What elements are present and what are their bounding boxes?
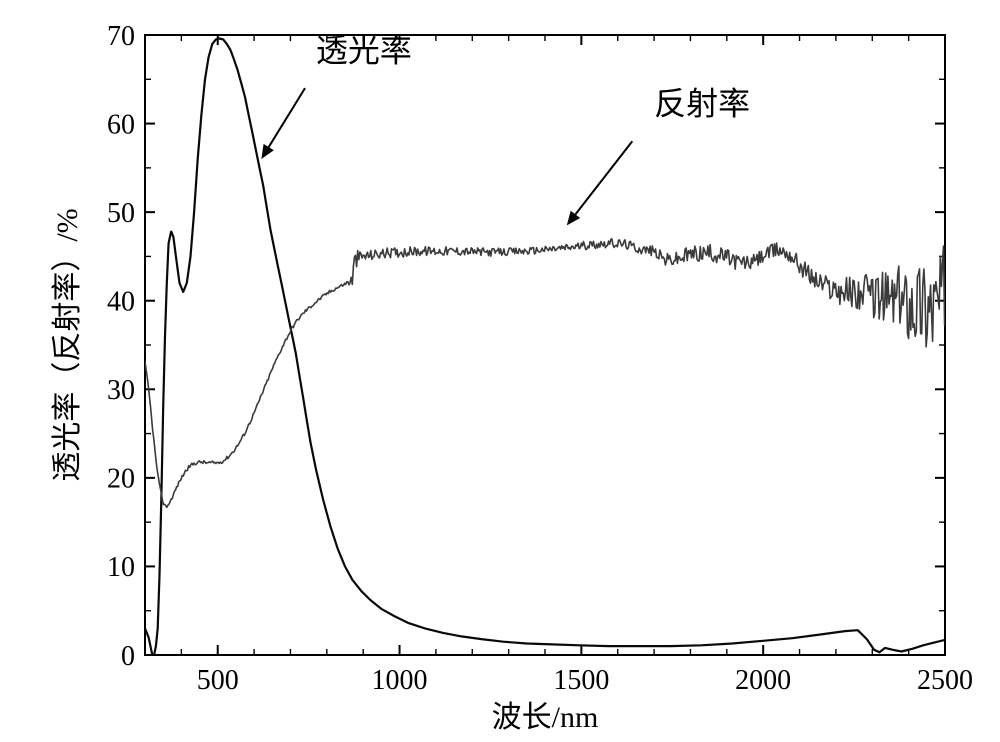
y-tick-label: 10 (107, 552, 135, 583)
y-axis-label: 透光率（反射率）/% (51, 208, 84, 481)
reflectance-label: 反射率 (654, 86, 750, 122)
y-tick-label: 0 (121, 641, 135, 672)
x-tick-label: 2000 (735, 665, 791, 696)
x-tick-label: 2500 (917, 665, 973, 696)
x-tick-label: 1000 (372, 665, 428, 696)
y-tick-label: 40 (107, 287, 135, 318)
y-tick-label: 60 (107, 109, 135, 140)
spectrum-chart: 500 1000 1500 2000 2500 0 10 20 30 40 50 60 70 波长/nm 透… (0, 0, 1000, 737)
chart-container: 500 1000 1500 2000 2500 0 10 20 30 40 50 60 70 波长/nm 透… (0, 0, 1000, 737)
y-tick-label: 20 (107, 464, 135, 495)
x-tick-label: 1500 (553, 665, 609, 696)
y-tick-label: 70 (107, 21, 135, 52)
x-tick-label: 500 (197, 665, 239, 696)
y-tick-label: 50 (107, 198, 135, 229)
y-tick-label: 30 (107, 375, 135, 406)
transmittance-label: 透光率 (316, 33, 412, 69)
x-axis-label: 波长/nm (492, 701, 599, 734)
